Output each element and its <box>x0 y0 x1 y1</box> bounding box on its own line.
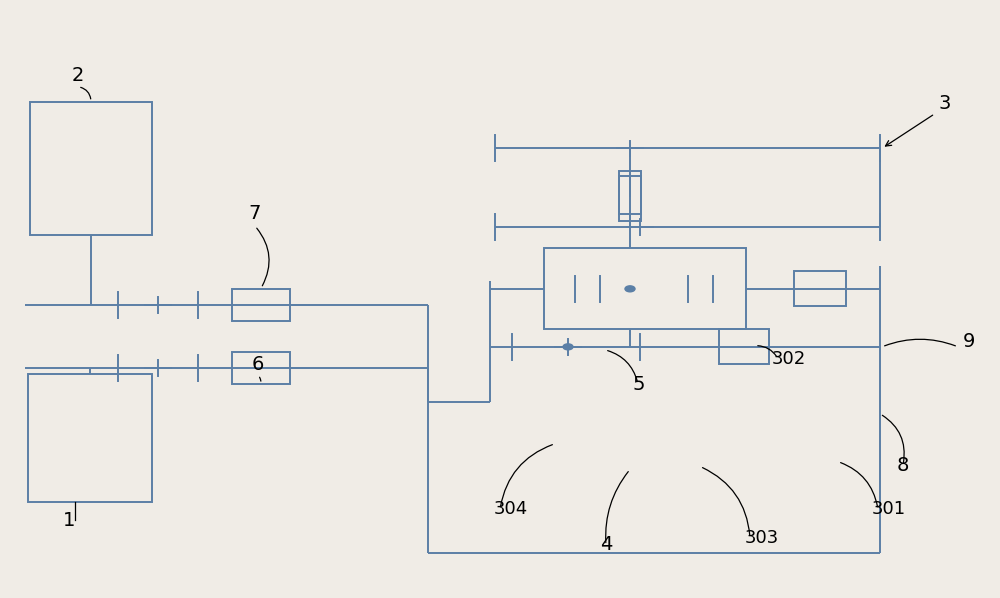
Bar <box>232 352 290 384</box>
Bar <box>232 289 290 321</box>
Bar <box>794 271 846 306</box>
Text: 9: 9 <box>963 332 975 351</box>
Text: 301: 301 <box>872 501 906 518</box>
Text: 303: 303 <box>745 529 779 547</box>
Text: 304: 304 <box>494 501 528 518</box>
Text: 2: 2 <box>72 66 84 85</box>
Text: 1: 1 <box>63 511 75 530</box>
Text: 7: 7 <box>248 205 260 224</box>
Text: 4: 4 <box>600 535 612 554</box>
Bar <box>619 176 641 221</box>
Text: 3: 3 <box>938 94 950 113</box>
Circle shape <box>625 286 635 292</box>
Text: 302: 302 <box>772 350 806 368</box>
Text: 8: 8 <box>897 456 909 475</box>
Bar <box>30 102 152 235</box>
Bar <box>544 249 746 329</box>
Circle shape <box>563 344 573 350</box>
Text: 5: 5 <box>632 375 644 394</box>
Bar <box>619 171 641 214</box>
Bar <box>719 329 769 364</box>
Bar <box>28 374 152 502</box>
Text: 6: 6 <box>252 355 264 374</box>
